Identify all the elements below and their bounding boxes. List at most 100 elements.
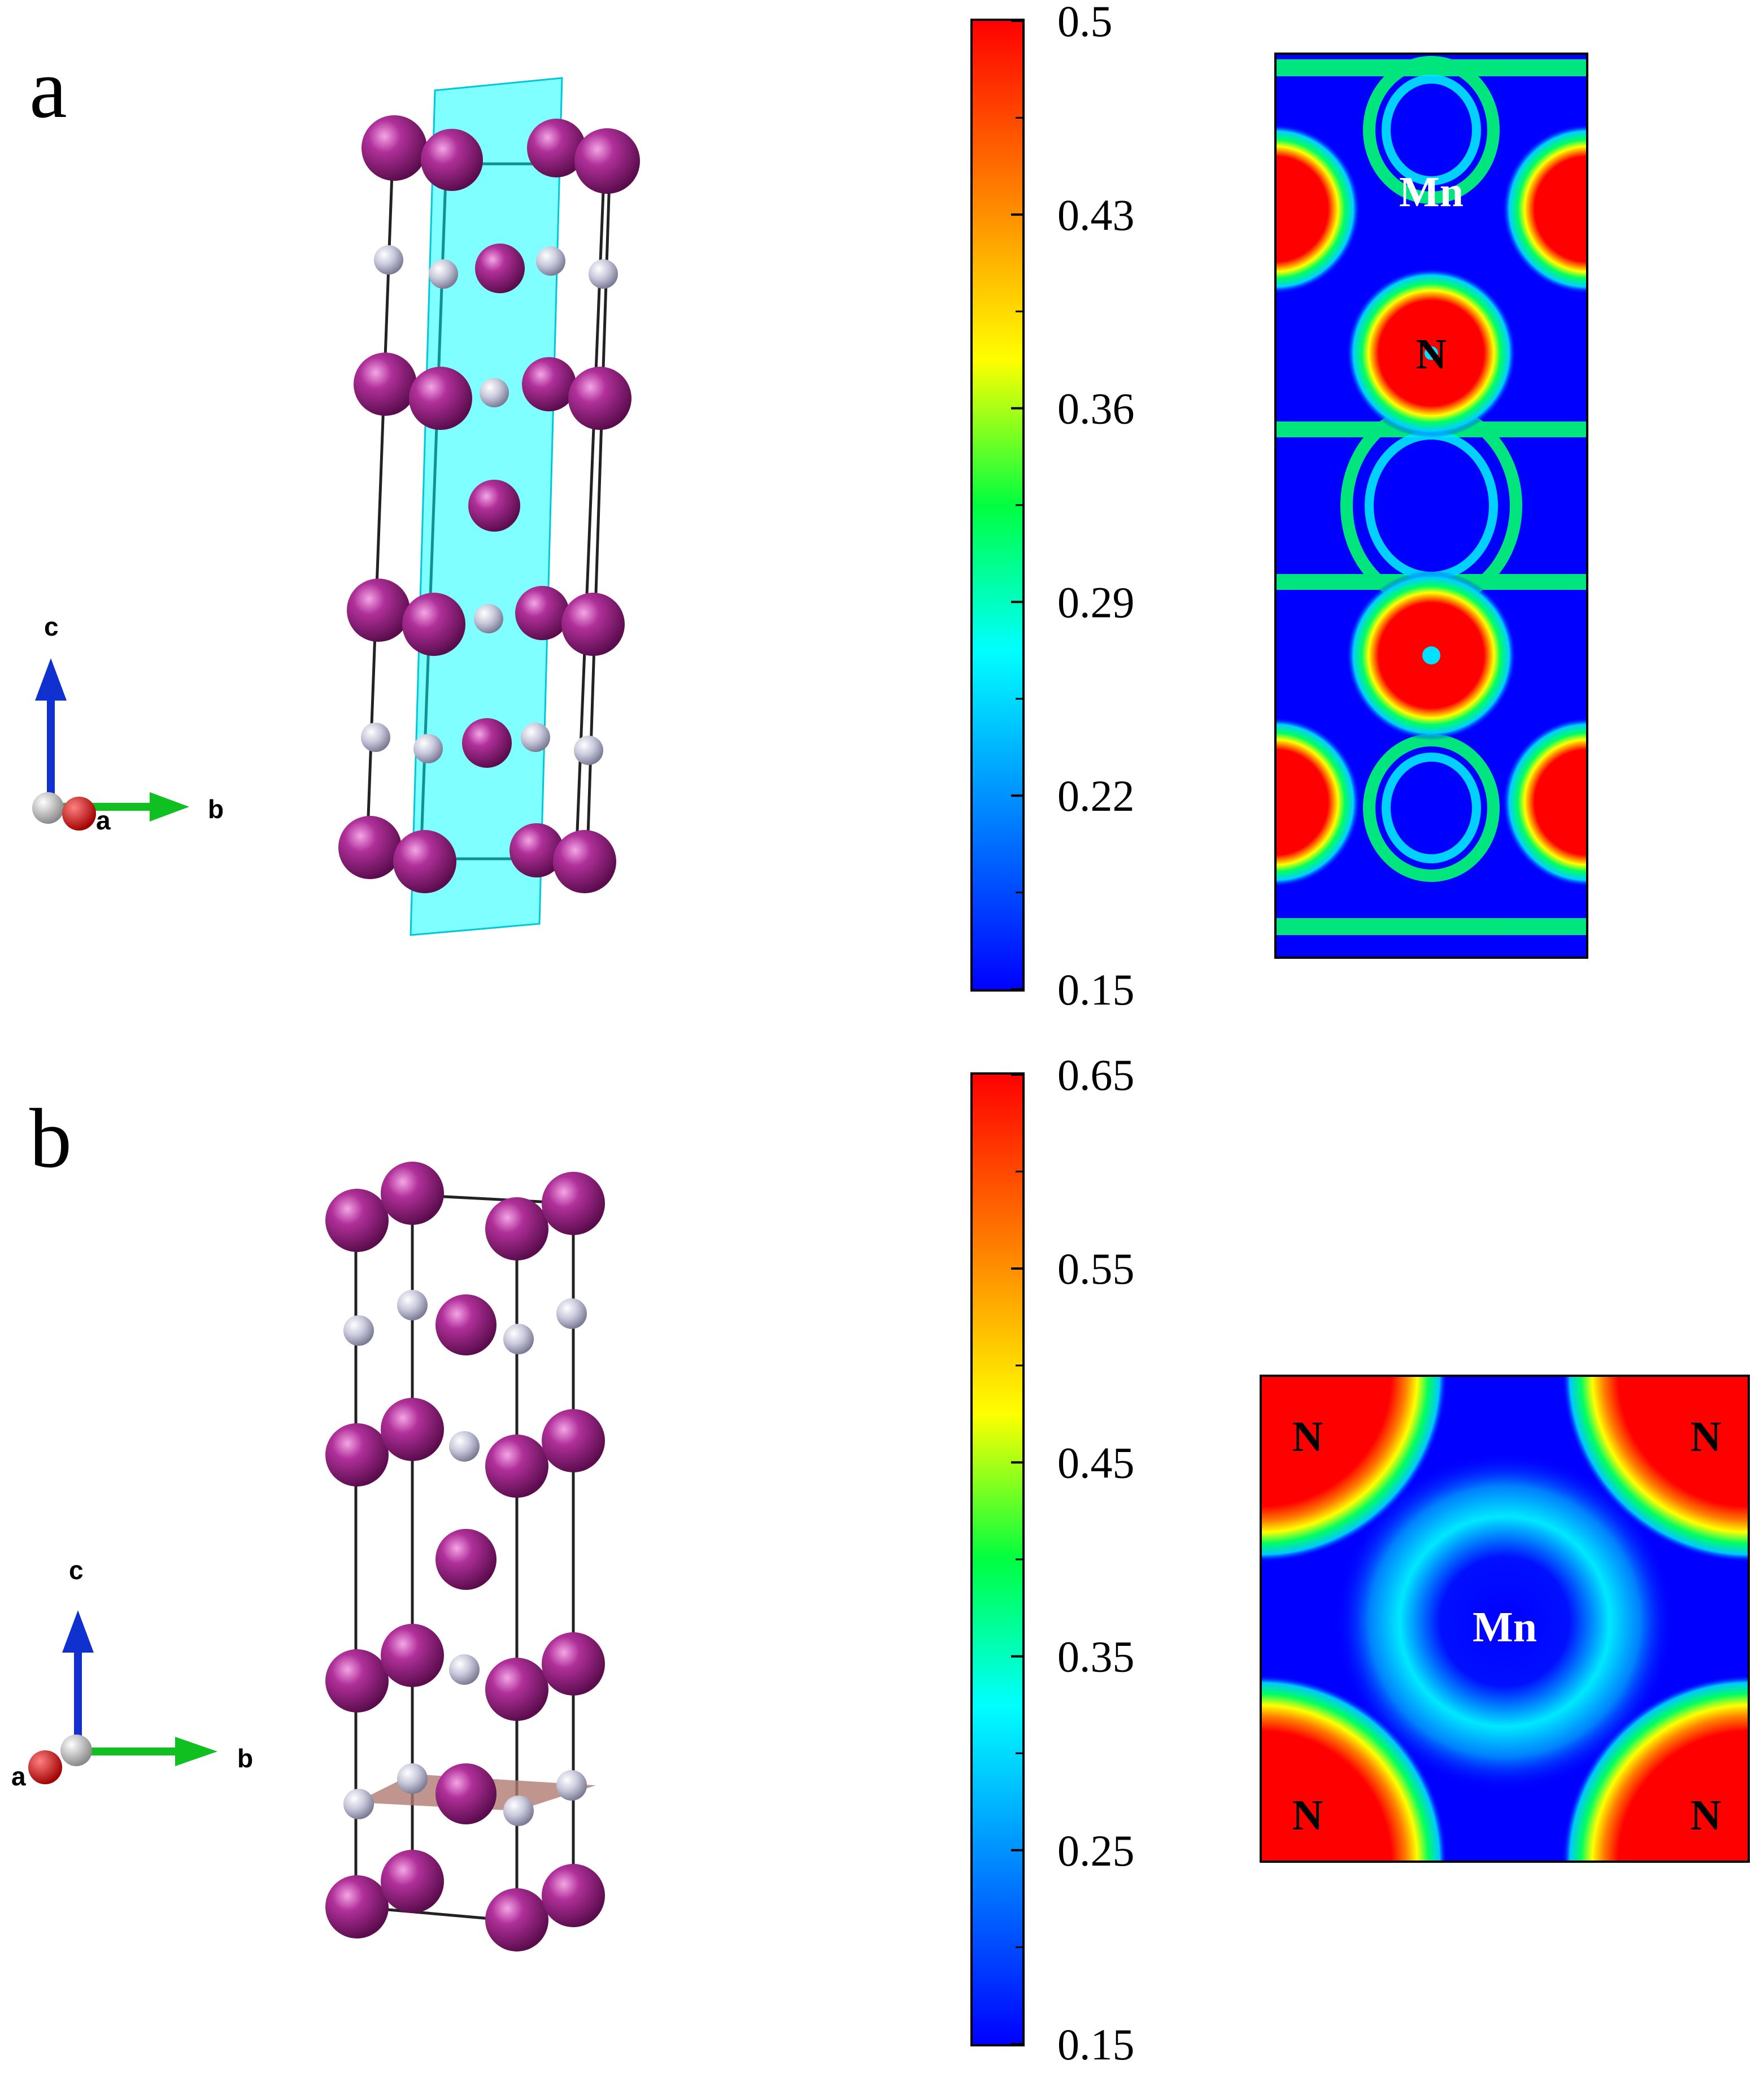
map-b-n-label-tr: N: [1691, 1413, 1722, 1461]
c-axis-label: c: [44, 612, 59, 641]
a-axis-ball: [28, 1750, 62, 1784]
mn-atom: [475, 244, 525, 293]
elf-map-b-frame: [1260, 1375, 1750, 1863]
elf-corner-site: [1502, 124, 1587, 294]
elf-n-corner: [1562, 1675, 1749, 1862]
colorbar-tick-label: 0.29: [1057, 577, 1135, 627]
mn-atom: [515, 586, 569, 640]
b-axis-label: b: [208, 794, 224, 824]
panel-label-b: b: [29, 1092, 72, 1185]
mn-atom: [361, 115, 427, 181]
mn-atom: [435, 1294, 496, 1355]
n-atom: [536, 246, 565, 276]
mn-atom: [485, 1435, 548, 1498]
colorbar-b-ticks: 0.65 0.55 0.45 0.35 0.25 0.15: [1011, 1050, 1135, 2069]
axis-triad-b: c a b: [11, 1555, 253, 1791]
n-atom: [343, 1315, 374, 1346]
mn-atom: [435, 1763, 496, 1824]
mn-atom: [462, 718, 512, 768]
colorbar-tick-label: 0.35: [1057, 1632, 1135, 1681]
c-axis-label: c: [69, 1555, 84, 1585]
mn-atom: [381, 1850, 444, 1913]
c-axis-arrowhead: [35, 658, 67, 701]
colorbar-a-ticks: 0.5 0.43 0.36 0.29 0.22 0.15: [1011, 0, 1135, 1014]
mn-atom: [542, 1632, 605, 1696]
colorbar-tick-label: 0.45: [1057, 1438, 1135, 1487]
n-atom: [429, 259, 458, 289]
colorbar-tick-label: 0.22: [1057, 771, 1135, 820]
mn-atom: [553, 830, 616, 893]
n-atom: [503, 1324, 534, 1354]
mn-atom: [325, 1423, 389, 1486]
colorbar-tick-label: 0.25: [1057, 1826, 1135, 1875]
a-axis-ball: [62, 797, 96, 831]
colorbar-tick-label: 0.36: [1057, 384, 1135, 433]
n-atom: [556, 1298, 587, 1329]
panel-a: c a b: [32, 0, 1588, 1014]
map-b-mn-label: Mn: [1473, 1603, 1537, 1651]
mn-atom: [338, 816, 402, 879]
map-b-n-label-br: N: [1691, 1792, 1722, 1839]
elf-corner-site: [1275, 718, 1360, 887]
colorbar-b-gradient: [970, 1072, 1025, 2046]
crystal-structure-a: [338, 77, 640, 936]
mn-atom: [485, 1658, 548, 1721]
colorbar-b: 0.65 0.55 0.45 0.35 0.25 0.15: [970, 1050, 1135, 2069]
mn-atom: [325, 1189, 389, 1252]
crystal-structure-b: [325, 1162, 605, 1951]
mn-atom: [542, 1409, 605, 1472]
n-atom: [449, 1431, 480, 1462]
mn-atom: [325, 1875, 389, 1938]
n-atom: [474, 604, 503, 633]
origin-ball: [32, 792, 64, 824]
b-axis-arrowhead: [175, 1737, 217, 1766]
n-atom: [397, 1763, 428, 1794]
elf-corner-site: [1502, 718, 1587, 887]
elf-map-a: [1275, 54, 1587, 958]
mn-atom: [402, 593, 465, 656]
colorbar-tick-label: 0.43: [1057, 190, 1135, 240]
mn-atom: [435, 1529, 496, 1590]
mn-atom: [485, 1197, 548, 1260]
map-b-n-label-bl: N: [1292, 1792, 1323, 1839]
elf-n-corner: [1562, 1376, 1749, 1562]
elf-map-b: [1261, 1376, 1749, 1862]
colorbar-tick-label: 0.15: [1057, 2020, 1135, 2069]
elf-map-a-frame: [1274, 53, 1588, 959]
mn-atom: [468, 480, 520, 532]
panel-label-a: a: [29, 42, 67, 136]
axis-triad-a: c a b: [32, 612, 224, 835]
elf-mn-site: [1335, 1452, 1674, 1791]
mn-atom: [542, 1864, 605, 1927]
n-atom: [361, 723, 390, 752]
n-atom: [374, 245, 403, 275]
origin-ball: [60, 1735, 92, 1766]
colorbar-tick-label: 0.5: [1057, 0, 1113, 46]
colorbar-a: 0.5 0.43 0.36 0.29 0.22 0.15: [970, 0, 1135, 1014]
mn-atom: [574, 128, 640, 194]
colorbar-tick-label: 0.15: [1057, 965, 1135, 1014]
n-atom: [521, 723, 550, 752]
map-b-n-label-tl: N: [1292, 1413, 1323, 1461]
n-atom: [449, 1654, 480, 1685]
mn-atom: [354, 353, 417, 416]
mn-atom: [381, 1398, 444, 1461]
elf-corner-site: [1275, 124, 1360, 294]
a-axis-label: a: [96, 806, 111, 835]
elf-n-corner: [1261, 1376, 1447, 1562]
mn-atom: [347, 579, 410, 642]
mn-atom: [542, 1172, 605, 1235]
c-axis-arrowhead: [62, 1610, 94, 1653]
panel-b: c a b: [11, 1050, 1750, 2069]
n-atom: [397, 1290, 428, 1320]
n-atom: [343, 1789, 374, 1819]
mn-atom: [485, 1888, 548, 1951]
elf-n-corner: [1261, 1675, 1447, 1862]
map-a-mn-label: Mn: [1399, 168, 1464, 216]
mn-atom: [381, 1624, 444, 1687]
mn-atom: [527, 119, 586, 177]
n-atom: [503, 1796, 534, 1826]
mn-atom: [568, 367, 631, 430]
mn-atom: [381, 1162, 444, 1225]
